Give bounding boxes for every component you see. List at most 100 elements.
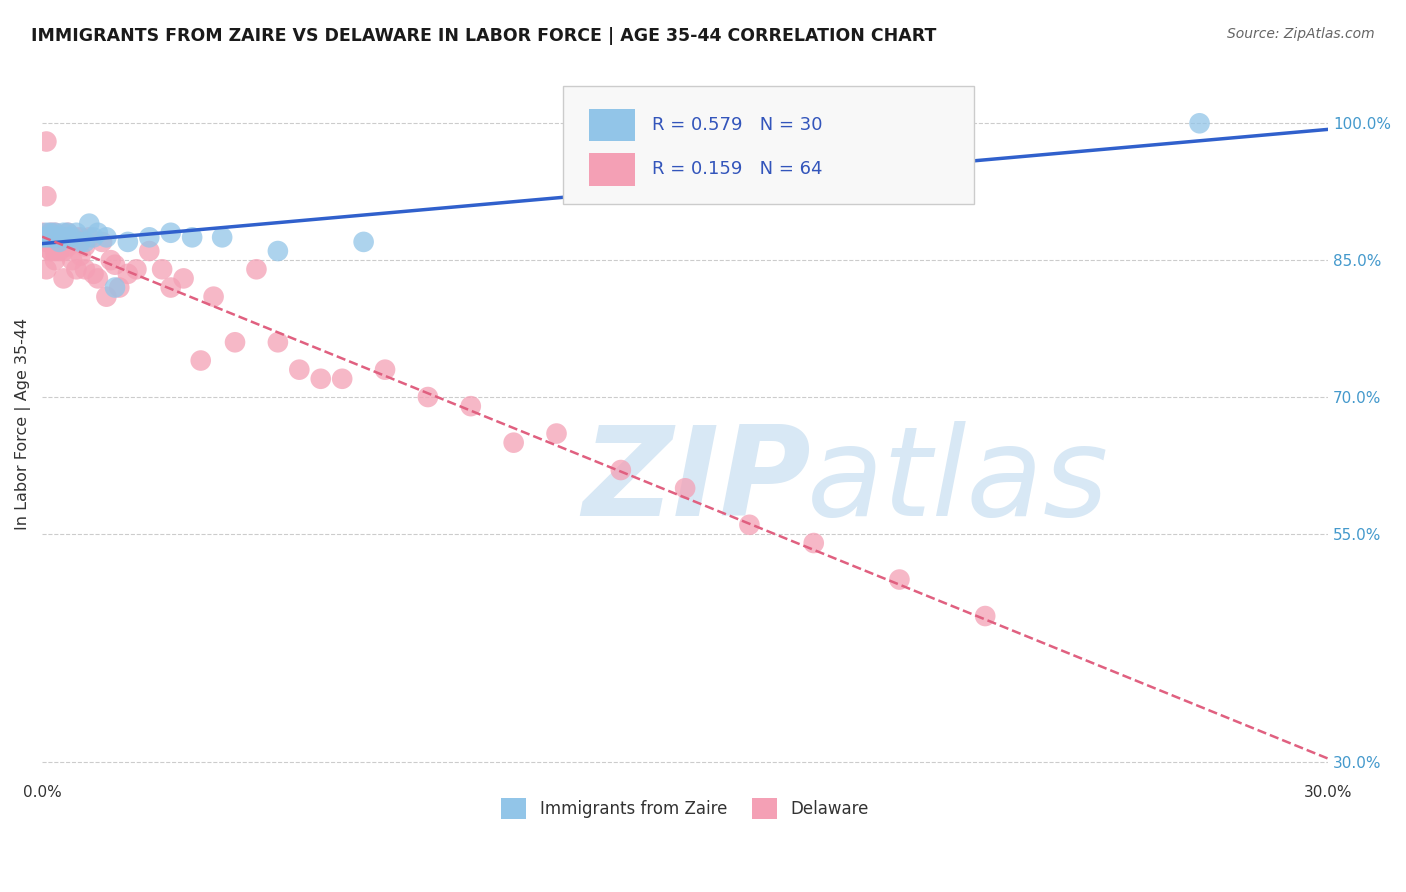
Point bbox=[125, 262, 148, 277]
Point bbox=[100, 253, 122, 268]
Point bbox=[546, 426, 568, 441]
Text: IMMIGRANTS FROM ZAIRE VS DELAWARE IN LABOR FORCE | AGE 35-44 CORRELATION CHART: IMMIGRANTS FROM ZAIRE VS DELAWARE IN LAB… bbox=[31, 27, 936, 45]
Text: ZIP: ZIP bbox=[582, 421, 811, 541]
Point bbox=[44, 253, 66, 268]
Point bbox=[202, 290, 225, 304]
Point bbox=[96, 290, 118, 304]
Point bbox=[39, 226, 62, 240]
Text: R = 0.159   N = 64: R = 0.159 N = 64 bbox=[652, 161, 823, 178]
FancyBboxPatch shape bbox=[562, 87, 974, 203]
Point bbox=[48, 244, 70, 258]
Point bbox=[35, 235, 58, 249]
Point bbox=[52, 271, 75, 285]
Point bbox=[52, 230, 75, 244]
Point bbox=[889, 573, 911, 587]
Point bbox=[56, 239, 79, 253]
Point bbox=[52, 226, 75, 240]
Point bbox=[159, 280, 181, 294]
Point bbox=[77, 230, 100, 244]
Point bbox=[224, 335, 246, 350]
Point bbox=[48, 230, 70, 244]
Point bbox=[35, 135, 58, 149]
Point bbox=[159, 226, 181, 240]
Point bbox=[56, 230, 79, 244]
Point bbox=[44, 230, 66, 244]
Text: atlas: atlas bbox=[807, 421, 1109, 541]
Point bbox=[91, 235, 114, 249]
Point bbox=[104, 258, 127, 272]
Point bbox=[48, 235, 70, 249]
Point bbox=[35, 230, 58, 244]
Point bbox=[60, 230, 83, 244]
Point bbox=[39, 235, 62, 249]
Point bbox=[56, 226, 79, 240]
Point bbox=[288, 362, 311, 376]
Point bbox=[83, 267, 105, 281]
Point bbox=[77, 217, 100, 231]
Point bbox=[60, 253, 83, 268]
Point bbox=[267, 244, 290, 258]
Point bbox=[673, 481, 696, 495]
Point bbox=[31, 230, 53, 244]
Point bbox=[73, 239, 96, 253]
Point bbox=[108, 280, 131, 294]
Point bbox=[48, 235, 70, 249]
Point bbox=[416, 390, 439, 404]
Point bbox=[39, 230, 62, 244]
Point bbox=[330, 372, 353, 386]
Point bbox=[96, 230, 118, 244]
Text: Source: ZipAtlas.com: Source: ZipAtlas.com bbox=[1227, 27, 1375, 41]
Point bbox=[44, 235, 66, 249]
Point bbox=[65, 230, 87, 244]
Point bbox=[374, 362, 396, 376]
Point bbox=[39, 244, 62, 258]
FancyBboxPatch shape bbox=[589, 109, 636, 141]
Point bbox=[44, 226, 66, 240]
Point bbox=[48, 230, 70, 244]
Point bbox=[65, 262, 87, 277]
Point bbox=[35, 262, 58, 277]
Point bbox=[83, 230, 105, 244]
Point bbox=[1188, 116, 1211, 130]
Point bbox=[87, 226, 110, 240]
Point bbox=[502, 435, 524, 450]
Point bbox=[267, 335, 290, 350]
Point bbox=[35, 226, 58, 240]
Point bbox=[460, 399, 482, 413]
Point bbox=[31, 230, 53, 244]
Point bbox=[52, 230, 75, 244]
Point bbox=[117, 235, 139, 249]
Point bbox=[138, 244, 160, 258]
Point bbox=[211, 230, 233, 244]
Point bbox=[56, 226, 79, 240]
Point bbox=[31, 226, 53, 240]
Point bbox=[69, 230, 91, 244]
Point bbox=[353, 235, 375, 249]
Point bbox=[65, 226, 87, 240]
Point bbox=[104, 280, 127, 294]
Legend: Immigrants from Zaire, Delaware: Immigrants from Zaire, Delaware bbox=[495, 792, 876, 825]
Text: R = 0.579   N = 30: R = 0.579 N = 30 bbox=[652, 116, 823, 134]
Point bbox=[181, 230, 204, 244]
Point bbox=[803, 536, 825, 550]
Point bbox=[52, 244, 75, 258]
Point bbox=[309, 372, 332, 386]
Point bbox=[35, 189, 58, 203]
Y-axis label: In Labor Force | Age 35-44: In Labor Force | Age 35-44 bbox=[15, 318, 31, 531]
Point bbox=[73, 235, 96, 249]
Point bbox=[52, 235, 75, 249]
Point bbox=[138, 230, 160, 244]
Point bbox=[87, 271, 110, 285]
Point bbox=[39, 244, 62, 258]
Point bbox=[117, 267, 139, 281]
Point bbox=[738, 517, 761, 532]
Point bbox=[73, 262, 96, 277]
Point bbox=[69, 249, 91, 263]
Point bbox=[150, 262, 173, 277]
Point bbox=[190, 353, 212, 368]
Point bbox=[610, 463, 633, 477]
Point bbox=[173, 271, 195, 285]
Point bbox=[974, 609, 997, 624]
FancyBboxPatch shape bbox=[589, 153, 636, 186]
Point bbox=[245, 262, 267, 277]
